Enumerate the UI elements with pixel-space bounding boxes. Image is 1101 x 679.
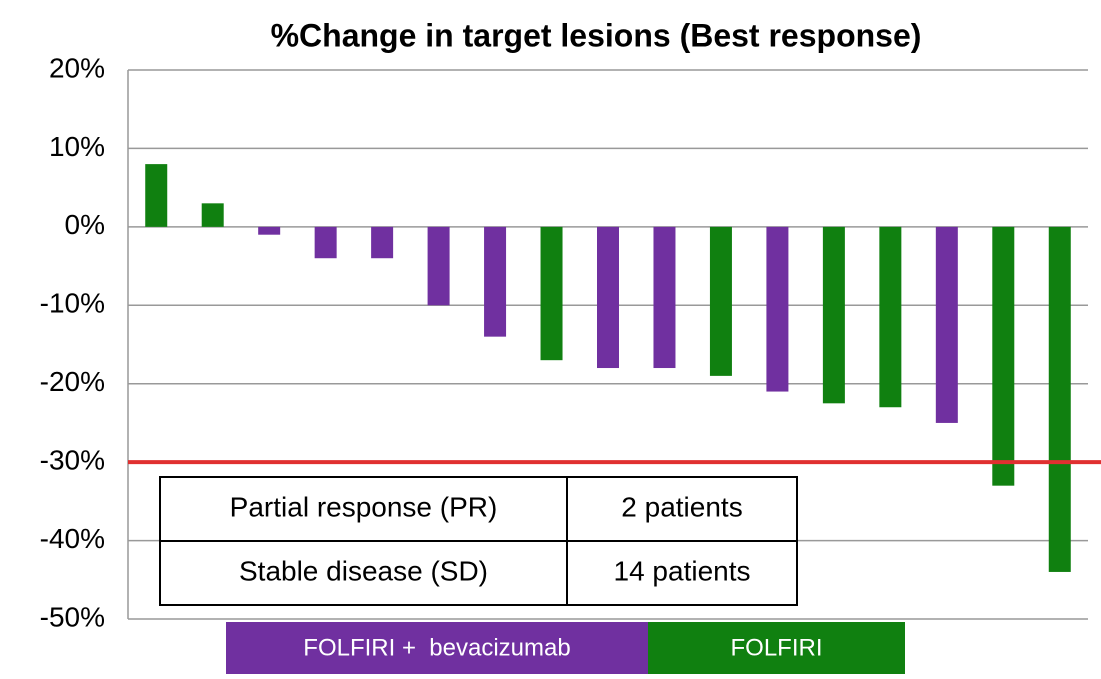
chart-title: %Change in target lesions (Best response… xyxy=(271,17,922,53)
bar xyxy=(427,226,450,306)
bar xyxy=(822,226,845,404)
table-cell: Partial response (PR) xyxy=(230,491,498,522)
bar xyxy=(201,203,224,227)
y-tick-label: -50% xyxy=(40,601,105,632)
bar xyxy=(709,226,732,376)
bar xyxy=(879,226,902,408)
legend-label: FOLFIRI + bevacizumab xyxy=(303,634,570,661)
bar xyxy=(540,226,563,361)
bar xyxy=(597,226,619,369)
bar xyxy=(935,226,958,423)
y-tick-label: 20% xyxy=(49,52,105,83)
bar xyxy=(258,226,281,235)
bar xyxy=(145,164,168,227)
table-cell: Stable disease (SD) xyxy=(239,555,488,586)
bar xyxy=(371,226,394,259)
bar xyxy=(314,226,337,259)
bar xyxy=(766,226,789,392)
y-tick-label: 0% xyxy=(65,209,105,240)
legend-swatch xyxy=(648,622,905,674)
bar xyxy=(992,226,1015,486)
legend-swatch xyxy=(226,622,648,674)
legend-label: FOLFIRI xyxy=(730,634,822,661)
y-tick-label: -30% xyxy=(40,445,105,476)
y-tick-label: 10% xyxy=(49,131,105,162)
bar xyxy=(653,226,676,369)
y-tick-label: -40% xyxy=(40,523,105,554)
table-cell: 14 patients xyxy=(614,555,751,586)
y-tick-label: -10% xyxy=(40,288,105,319)
y-tick-label: -20% xyxy=(40,366,105,397)
bar xyxy=(1048,226,1071,572)
bar xyxy=(484,226,507,337)
table-cell: 2 patients xyxy=(621,491,742,522)
